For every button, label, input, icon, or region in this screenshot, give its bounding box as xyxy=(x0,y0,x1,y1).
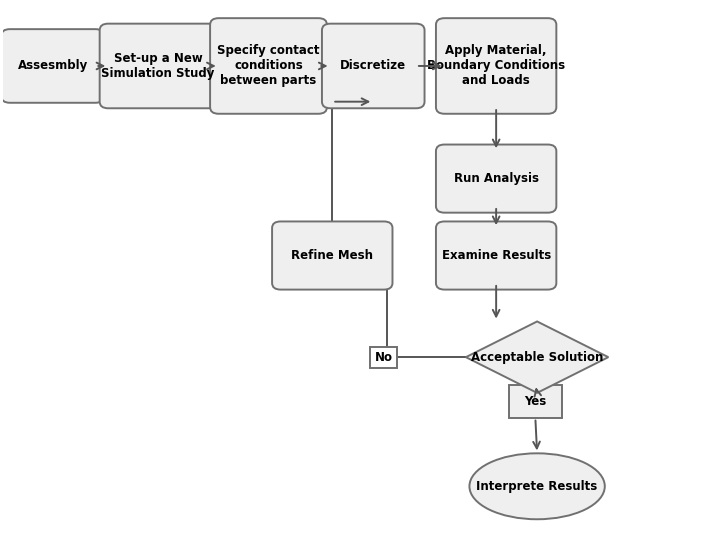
Polygon shape xyxy=(466,321,608,393)
Text: Run Analysis: Run Analysis xyxy=(454,172,538,185)
FancyBboxPatch shape xyxy=(436,221,556,290)
Text: Yes: Yes xyxy=(524,395,546,407)
Text: Interprete Results: Interprete Results xyxy=(477,480,598,493)
FancyBboxPatch shape xyxy=(210,18,327,114)
Text: Set-up a New
Simulation Study: Set-up a New Simulation Study xyxy=(101,52,215,80)
FancyBboxPatch shape xyxy=(436,144,556,213)
FancyBboxPatch shape xyxy=(272,221,393,290)
FancyBboxPatch shape xyxy=(370,347,398,367)
Text: Acceptable Solution: Acceptable Solution xyxy=(471,351,603,364)
FancyBboxPatch shape xyxy=(100,24,217,108)
Text: Assesmbly: Assesmbly xyxy=(17,59,88,73)
FancyBboxPatch shape xyxy=(436,18,556,114)
Text: Refine Mesh: Refine Mesh xyxy=(292,249,373,262)
Text: Apply Material,
Boundary Conditions
and Loads: Apply Material, Boundary Conditions and … xyxy=(427,44,565,88)
FancyBboxPatch shape xyxy=(508,385,562,417)
Text: Discretize: Discretize xyxy=(340,59,406,73)
Text: No: No xyxy=(375,351,393,364)
Text: Specify contact
conditions
between parts: Specify contact conditions between parts xyxy=(218,44,320,88)
Text: Examine Results: Examine Results xyxy=(442,249,551,262)
FancyBboxPatch shape xyxy=(322,24,424,108)
FancyBboxPatch shape xyxy=(1,29,104,103)
Ellipse shape xyxy=(470,453,605,519)
